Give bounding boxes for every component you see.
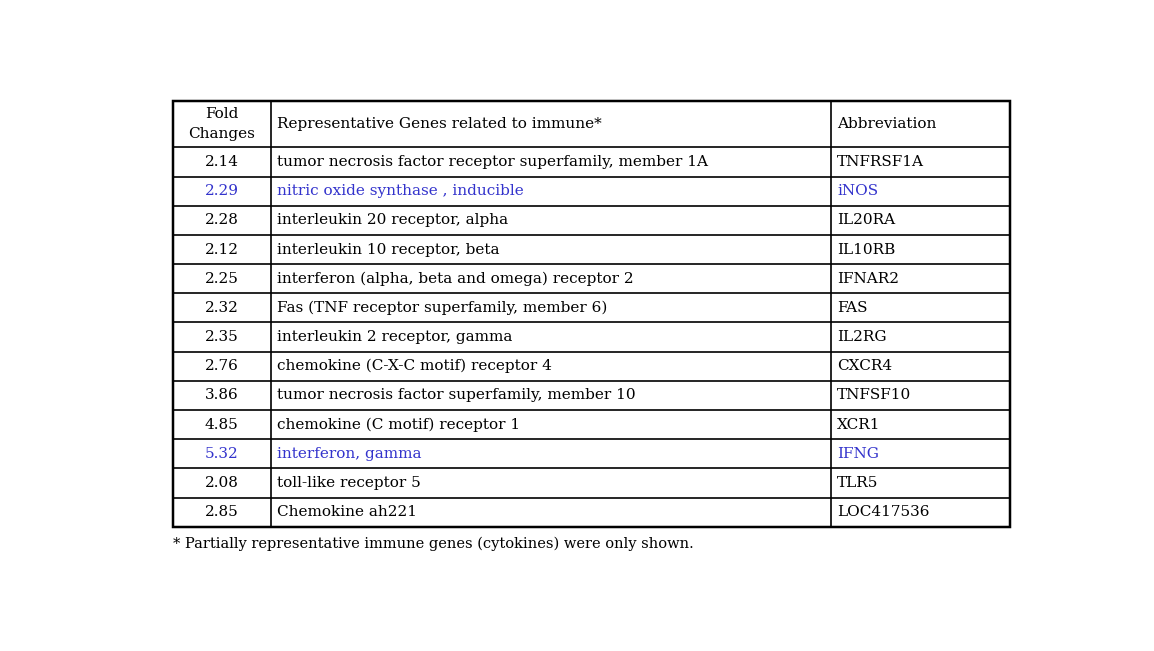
Text: XCR1: XCR1 (837, 417, 881, 432)
Text: interferon (alpha, beta and omega) receptor 2: interferon (alpha, beta and omega) recep… (277, 271, 634, 286)
Text: Chemokine ah221: Chemokine ah221 (277, 505, 417, 519)
Text: 2.08: 2.08 (205, 476, 239, 490)
Text: Fas (TNF receptor superfamily, member 6): Fas (TNF receptor superfamily, member 6) (277, 301, 607, 315)
Text: toll-like receptor 5: toll-like receptor 5 (277, 476, 421, 490)
Text: * Partially representative immune genes (cytokines) were only shown.: * Partially representative immune genes … (173, 537, 694, 551)
Text: chemokine (C motif) receptor 1: chemokine (C motif) receptor 1 (277, 417, 520, 432)
Text: 2.76: 2.76 (205, 359, 239, 373)
Text: 2.12: 2.12 (205, 243, 239, 256)
Text: 4.85: 4.85 (205, 417, 239, 432)
Text: 2.35: 2.35 (205, 330, 239, 344)
Text: iNOS: iNOS (837, 184, 878, 198)
Text: 2.25: 2.25 (205, 271, 239, 286)
Text: CXCR4: CXCR4 (837, 359, 892, 373)
Text: IL2RG: IL2RG (837, 330, 886, 344)
Text: 2.29: 2.29 (205, 184, 239, 198)
Text: Fold
Changes: Fold Changes (188, 107, 255, 141)
Text: interleukin 20 receptor, alpha: interleukin 20 receptor, alpha (277, 214, 508, 227)
Bar (173, 101, 1010, 527)
Text: Representative Genes related to immune*: Representative Genes related to immune* (277, 117, 602, 131)
Text: Abbreviation: Abbreviation (837, 117, 937, 131)
Text: 2.32: 2.32 (205, 301, 239, 315)
Text: 2.85: 2.85 (205, 505, 239, 519)
Text: TNFSF10: TNFSF10 (837, 389, 912, 402)
Text: IFNG: IFNG (837, 447, 879, 461)
Text: TLR5: TLR5 (837, 476, 878, 490)
Text: tumor necrosis factor receptor superfamily, member 1A: tumor necrosis factor receptor superfami… (277, 155, 709, 169)
Text: interferon, gamma: interferon, gamma (277, 447, 421, 461)
Text: IL20RA: IL20RA (837, 214, 896, 227)
Text: 2.28: 2.28 (205, 214, 239, 227)
Text: interleukin 10 receptor, beta: interleukin 10 receptor, beta (277, 243, 500, 256)
Text: chemokine (C-X-C motif) receptor 4: chemokine (C-X-C motif) receptor 4 (277, 359, 552, 374)
Text: interleukin 2 receptor, gamma: interleukin 2 receptor, gamma (277, 330, 512, 344)
Text: 3.86: 3.86 (205, 389, 239, 402)
Text: IL10RB: IL10RB (837, 243, 896, 256)
Text: LOC417536: LOC417536 (837, 505, 930, 519)
Text: FAS: FAS (837, 301, 868, 315)
Text: tumor necrosis factor superfamily, member 10: tumor necrosis factor superfamily, membe… (277, 389, 636, 402)
Text: 5.32: 5.32 (205, 447, 239, 461)
Text: 2.14: 2.14 (205, 155, 239, 169)
Text: IFNAR2: IFNAR2 (837, 271, 899, 286)
Text: TNFRSF1A: TNFRSF1A (837, 155, 924, 169)
Text: nitric oxide synthase , inducible: nitric oxide synthase , inducible (277, 184, 524, 198)
